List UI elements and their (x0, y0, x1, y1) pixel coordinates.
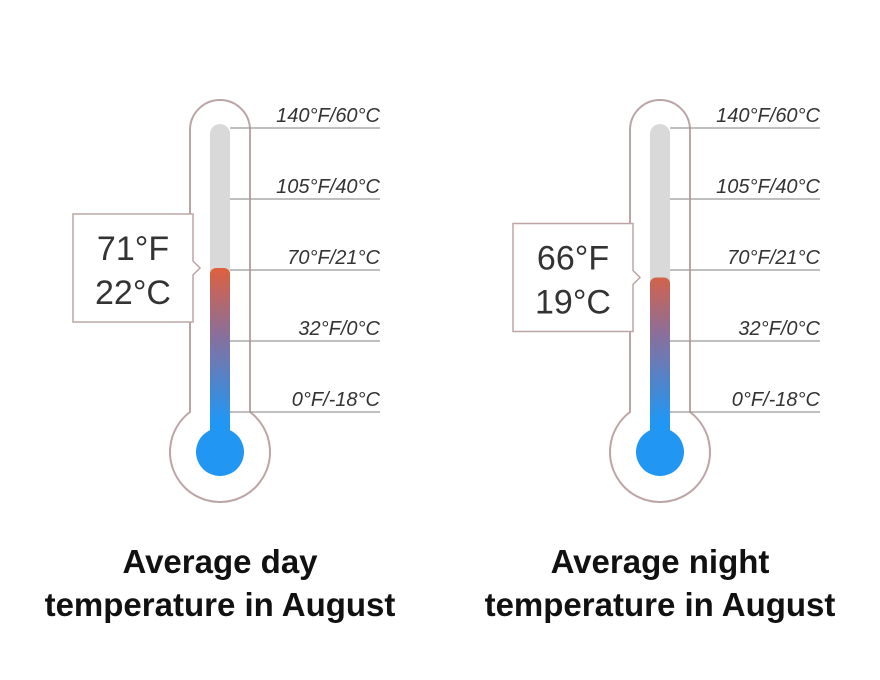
mercury (650, 277, 670, 440)
mercury (210, 267, 230, 440)
scale-label: 32°F/0°C (298, 318, 380, 340)
celsius-reading: 22°C (95, 274, 171, 312)
celsius-reading: 19°C (535, 283, 611, 321)
scale-label: 70°F/21°C (727, 247, 820, 269)
fahrenheit-reading: 71°F (97, 230, 169, 268)
scale-label: 105°F/40°C (716, 176, 820, 198)
callout (512, 222, 642, 333)
callout (72, 213, 202, 323)
thermometer-title: Average day (122, 543, 318, 580)
thermometer-title: temperature in August (485, 586, 836, 623)
scale-label: 105°F/40°C (276, 176, 380, 198)
thermometer-title: temperature in August (45, 586, 396, 623)
scale-label: 0°F/-18°C (732, 389, 821, 411)
bulb (636, 428, 684, 476)
bulb (196, 428, 244, 476)
scale-label: 140°F/60°C (276, 105, 380, 127)
fahrenheit-reading: 66°F (537, 239, 609, 277)
scale-label: 0°F/-18°C (292, 389, 381, 411)
thermometer-title: Average night (551, 543, 770, 580)
scale-label: 140°F/60°C (716, 105, 820, 127)
scale-label: 32°F/0°C (738, 318, 820, 340)
scale-label: 70°F/21°C (287, 247, 380, 269)
